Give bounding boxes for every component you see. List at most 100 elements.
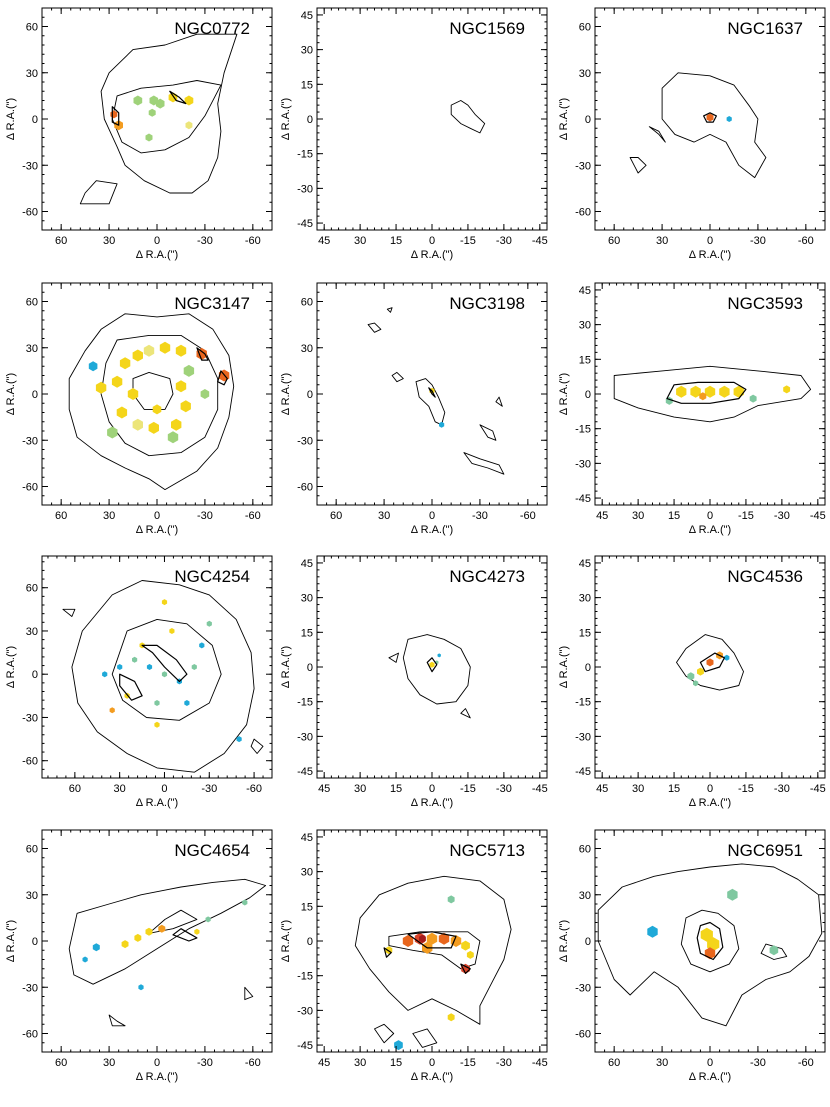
y-tick-label: -60 (22, 482, 38, 494)
panel-title: NGC1637 (727, 19, 803, 38)
y-tick-label: 45 (579, 285, 591, 297)
y-tick-label: -60 (22, 1029, 38, 1041)
y-tick-label: -30 (297, 183, 313, 195)
x-axis-label: Δ R.A.(") (411, 249, 453, 261)
y-tick-label: -45 (575, 493, 591, 505)
x-tick-label: 60 (55, 1057, 67, 1069)
y-axis-label: Δ R.A.(") (280, 646, 292, 688)
panel-title: NGC4654 (174, 841, 250, 860)
data-point (690, 385, 701, 398)
x-tick-label: 30 (354, 783, 366, 795)
y-tick-label: 45 (579, 558, 591, 570)
x-tick-label: 0 (154, 1057, 160, 1069)
flux-contour (367, 322, 382, 333)
x-tick-label: -30 (774, 783, 790, 795)
flux-contour (450, 100, 486, 134)
y-tick-label: -60 (575, 1029, 591, 1041)
data-point (132, 656, 138, 663)
x-tick-label: 60 (608, 235, 620, 247)
panel-title: NGC1569 (449, 19, 525, 38)
x-tick-label: 0 (154, 235, 160, 247)
data-point (161, 671, 168, 678)
data-point (706, 113, 714, 122)
data-point (158, 924, 166, 933)
x-tick-label: 30 (103, 235, 115, 247)
inner-contour (426, 657, 438, 673)
data-point (466, 950, 474, 959)
x-tick-label: -60 (520, 510, 536, 522)
y-tick-label: 0 (307, 662, 313, 674)
plot-frame (594, 555, 826, 779)
data-point (171, 418, 182, 431)
y-tick-label: -30 (575, 731, 591, 743)
flux-contour (388, 652, 399, 663)
x-tick-label: -30 (496, 783, 512, 795)
flux-contour (100, 33, 238, 194)
data-point (438, 932, 450, 945)
flux-contour (354, 875, 512, 1025)
data-point (175, 344, 187, 357)
x-tick-label: 15 (668, 783, 680, 795)
data-point (700, 927, 713, 942)
inner-contour (428, 387, 436, 398)
x-tick-label: -15 (460, 1057, 476, 1069)
x-tick-label: 0 (429, 510, 435, 522)
x-tick-label: 0 (429, 783, 435, 795)
y-tick-label: -30 (297, 1005, 313, 1017)
panel-title: NGC3198 (449, 294, 525, 313)
data-point (437, 653, 441, 658)
x-tick-label: -30 (197, 510, 213, 522)
y-tick-label: 0 (32, 389, 38, 401)
inner-contour (141, 644, 188, 683)
data-point (116, 406, 128, 419)
y-tick-label: -15 (297, 697, 313, 709)
x-tick-label: -30 (496, 1057, 512, 1069)
flux-contour (68, 878, 267, 985)
panel-ngc4254: 60 30 0 -30 -60 -60 -30 0 30 60 Δ R.A.(") Δ R.A.(")… (5, 555, 273, 809)
y-tick-label: 60 (26, 22, 38, 34)
inner-contour (696, 921, 724, 961)
flux-contour (676, 634, 744, 691)
flux-contour (661, 72, 767, 179)
x-tick-label: 60 (330, 510, 342, 522)
data-point (107, 426, 118, 439)
y-tick-label: 30 (301, 343, 313, 355)
panel-ngc4654: 60 30 0 -30 -60 -60 -30 0 30 60 Δ R.A.(") Δ R.A.(")… (5, 829, 273, 1083)
inner-contour (119, 673, 143, 701)
y-tick-label: -30 (297, 731, 313, 743)
y-axis-label: Δ R.A.(") (5, 920, 17, 962)
y-tick-label: 30 (579, 320, 591, 332)
y-tick-label: 30 (579, 68, 591, 80)
y-tick-label: 30 (26, 626, 38, 638)
x-tick-label: -30 (201, 783, 217, 795)
y-tick-label: 45 (301, 10, 313, 22)
y-tick-label: -45 (297, 218, 313, 230)
data-point (191, 664, 197, 670)
plot-frame (41, 555, 273, 779)
data-point (102, 671, 108, 678)
y-tick-label: -60 (22, 756, 38, 768)
y-axis-label: Δ R.A.(") (558, 646, 570, 688)
plot-frame (41, 282, 273, 506)
y-tick-label: -30 (575, 458, 591, 470)
y-tick-label: 0 (32, 114, 38, 126)
x-tick-label: -45 (532, 783, 548, 795)
panel-ngc1569: 45 30 15 0 -15 -30 -45 -45 -30 -15 0 15 30 45 Δ R.A.("… (280, 7, 548, 261)
data-point (152, 404, 162, 415)
x-tick-label: 0 (707, 235, 713, 247)
data-point (117, 664, 123, 670)
y-tick-label: 60 (26, 844, 38, 856)
x-tick-label: 15 (390, 235, 402, 247)
x-tick-label: 0 (154, 510, 160, 522)
x-tick-label: 0 (161, 783, 167, 795)
x-tick-label: 30 (632, 510, 644, 522)
flux-contour (415, 378, 446, 426)
x-tick-label: -30 (496, 235, 512, 247)
y-tick-label: 30 (579, 593, 591, 605)
data-point (419, 934, 426, 943)
y-axis-label: Δ R.A.(") (5, 373, 17, 415)
x-axis-label: Δ R.A.(") (136, 797, 178, 809)
y-tick-label: -30 (22, 160, 38, 172)
x-tick-label: 60 (55, 235, 67, 247)
plot-area (68, 313, 235, 491)
